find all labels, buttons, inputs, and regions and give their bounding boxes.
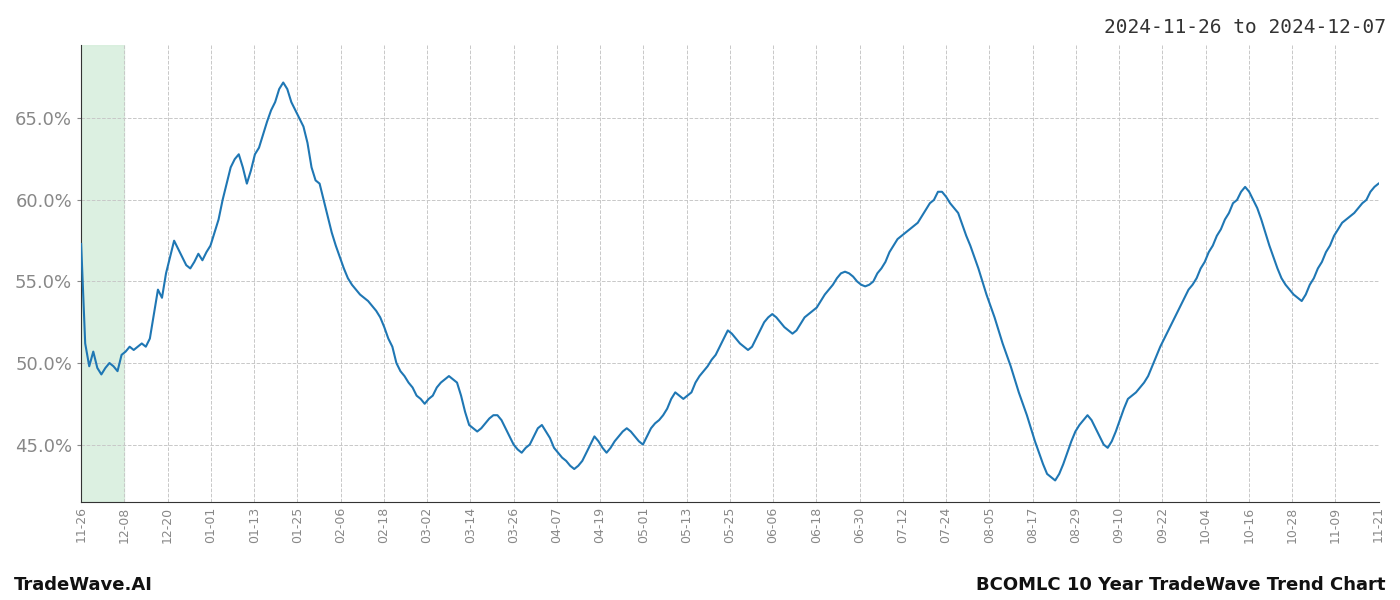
Text: TradeWave.AI: TradeWave.AI	[14, 576, 153, 594]
Bar	[81, 45, 125, 502]
Text: 2024-11-26 to 2024-12-07: 2024-11-26 to 2024-12-07	[1105, 18, 1386, 37]
Text: BCOMLC 10 Year TradeWave Trend Chart: BCOMLC 10 Year TradeWave Trend Chart	[977, 576, 1386, 594]
